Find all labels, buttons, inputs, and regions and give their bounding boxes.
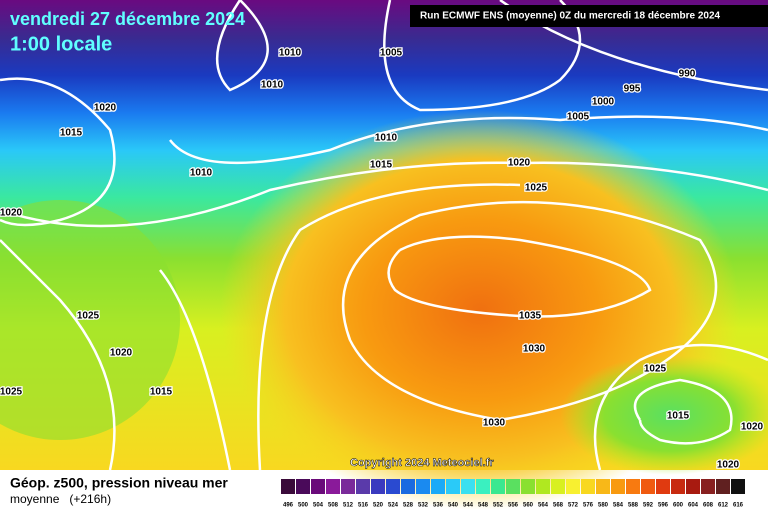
isobar-label: 1010 (279, 48, 302, 59)
scale-label: 520 (373, 503, 384, 509)
scale-swatch (716, 479, 730, 494)
scale-label: 496 (283, 503, 294, 509)
scale-label: 528 (403, 503, 414, 509)
isobar-label: 1010 (375, 133, 398, 144)
scale-label: 524 (388, 503, 399, 509)
scale-swatch (551, 479, 565, 494)
isobar-label: 1025 (0, 387, 23, 398)
scale-label: 556 (508, 503, 519, 509)
scale-swatch (311, 479, 325, 494)
isobar-label: 1010 (190, 168, 213, 179)
time: 1:00 locale (10, 33, 112, 55)
scale-swatch (401, 479, 415, 494)
scale-label: 572 (568, 503, 579, 509)
scale-label: 560 (523, 503, 534, 509)
footer-subtitle: moyenne (+216h) (10, 492, 111, 506)
scale-label: 568 (553, 503, 564, 509)
scale-label: 512 (343, 503, 354, 509)
isobar-label: 1025 (77, 311, 100, 322)
scale-swatch (431, 479, 445, 494)
scale-swatch (641, 479, 655, 494)
scale-swatch (596, 479, 610, 494)
scale-swatch (491, 479, 505, 494)
scale-label: 608 (703, 503, 714, 509)
isobar-label: 1015 (370, 160, 393, 171)
isobar-label: 1015 (150, 387, 173, 398)
isobar-label: 1000 (592, 97, 615, 108)
scale-label: 616 (733, 503, 744, 509)
scale-label: 552 (493, 503, 504, 509)
scale-swatch (281, 479, 295, 494)
scale-label: 596 (658, 503, 669, 509)
isobar-label: 1005 (567, 112, 590, 123)
isobar-label: 1015 (60, 128, 83, 139)
scale-swatch (386, 479, 400, 494)
scale-swatch (611, 479, 625, 494)
isobar-label: 1020 (717, 460, 740, 471)
scale-label: 540 (448, 503, 459, 509)
scale-swatch (566, 479, 580, 494)
scale-swatch (341, 479, 355, 494)
scale-label: 532 (418, 503, 429, 509)
scale-label: 548 (478, 503, 489, 509)
scale-label: 600 (673, 503, 684, 509)
scale-swatch (581, 479, 595, 494)
run-info: Run ECMWF ENS (moyenne) 0Z du mercredi 1… (420, 11, 721, 22)
scale-swatch (476, 479, 490, 494)
scale-label: 504 (313, 503, 324, 509)
isobar-label: 1010 (261, 80, 284, 91)
scale-label: 536 (433, 503, 444, 509)
scale-label: 588 (628, 503, 639, 509)
scale-swatch (536, 479, 550, 494)
footer-title: Géop. z500, pression niveau mer (10, 475, 228, 491)
isobar-label: 1030 (523, 344, 546, 355)
isobar-label: 1020 (508, 158, 531, 169)
scale-label: 580 (598, 503, 609, 509)
scale-label: 516 (358, 503, 369, 509)
scale-label: 584 (613, 503, 624, 509)
scale-swatch (326, 479, 340, 494)
isobar-label: 1025 (525, 183, 548, 194)
isobar-label: 1020 (110, 348, 133, 359)
scale-swatch (296, 479, 310, 494)
isobar-label: 1005 (380, 48, 403, 59)
scale-swatch (686, 479, 700, 494)
scale-swatch (371, 479, 385, 494)
date: vendredi 27 décembre 2024 (10, 9, 245, 29)
isobar-label: 1020 (741, 422, 764, 433)
color-scale: 496 500 504 508 512 516 520 524 528 532 536 540 544 5… (281, 479, 745, 509)
isobar-label: 1025 (644, 364, 667, 375)
isobar-label: 1035 (519, 311, 542, 322)
isobar-label: 1015 (667, 411, 690, 422)
scale-label: 592 (643, 503, 654, 509)
isobar-label: 1020 (0, 208, 23, 219)
scale-swatch (521, 479, 535, 494)
run-box (410, 5, 768, 27)
isobar-label: 1020 (94, 103, 117, 114)
isobar-label: 995 (624, 84, 641, 95)
scale-label: 500 (298, 503, 309, 509)
scale-swatch (731, 479, 745, 494)
scale-label: 612 (718, 503, 729, 509)
scale-swatch (461, 479, 475, 494)
scale-swatch (626, 479, 640, 494)
scale-label: 576 (583, 503, 594, 509)
scale-swatch (416, 479, 430, 494)
scale-label: 508 (328, 503, 339, 509)
isobar-label: 990 (679, 69, 696, 80)
scale-swatch (671, 479, 685, 494)
scale-swatch (506, 479, 520, 494)
scale-swatch (656, 479, 670, 494)
scale-label: 604 (688, 503, 699, 509)
scale-swatch (701, 479, 715, 494)
scale-label: 544 (463, 503, 474, 509)
scale-swatch (446, 479, 460, 494)
copyright: Copyright 2024 Meteociel.fr (350, 457, 494, 469)
scale-swatch (356, 479, 370, 494)
isobar-label: 1030 (483, 418, 506, 429)
scale-label: 564 (538, 503, 549, 509)
